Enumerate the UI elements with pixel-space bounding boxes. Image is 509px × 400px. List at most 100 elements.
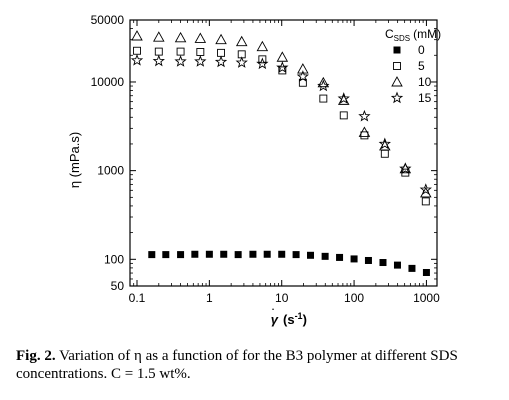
series-15 — [130, 53, 432, 195]
plot-border — [129, 19, 438, 287]
data-point — [215, 33, 227, 45]
data-point — [256, 40, 269, 52]
data-point — [220, 250, 228, 258]
legend-entry: 15 — [390, 91, 432, 105]
data-point — [276, 61, 289, 73]
data-point — [234, 251, 242, 259]
data-point — [153, 31, 165, 42]
data-point — [263, 250, 271, 258]
data-point — [380, 149, 389, 158]
legend-entry: 5 — [393, 59, 425, 73]
plot-frame — [129, 19, 438, 287]
data-point — [196, 48, 205, 56]
legend-marker — [393, 46, 401, 54]
data-point — [154, 47, 163, 56]
x-axis-label-close: ) — [303, 312, 307, 327]
y-tick-label: 50 — [111, 279, 125, 293]
data-point — [317, 76, 330, 88]
data-point — [249, 250, 257, 258]
y-axis-label: η (mPa.s) — [67, 132, 82, 188]
legend-entry: 0 — [393, 43, 425, 57]
data-point — [148, 251, 156, 259]
data-point — [336, 253, 344, 261]
data-point — [297, 63, 309, 74]
legend-title-main: C — [385, 27, 394, 41]
series-10 — [131, 30, 432, 198]
data-markers — [130, 30, 432, 276]
data-point — [337, 92, 350, 104]
legend: CSDS (mM) 0 5 10 15 — [385, 27, 441, 105]
data-point — [174, 31, 187, 43]
x-axis-label: γ (s-1) · — [271, 301, 307, 327]
data-point — [399, 162, 412, 175]
data-point — [399, 162, 412, 174]
y-tick-label: 10000 — [91, 75, 125, 89]
data-point — [191, 250, 199, 258]
data-point — [319, 94, 328, 103]
legend-marker — [391, 76, 403, 87]
data-point — [258, 55, 267, 64]
data-point — [276, 51, 289, 62]
data-point — [408, 264, 416, 272]
data-point — [422, 268, 430, 276]
x-tick-label: 0.1 — [129, 291, 146, 305]
data-point — [364, 256, 372, 264]
data-point — [360, 131, 369, 140]
x-axis-ticks: 0.1 1 10 10 0 1000 — [129, 20, 440, 305]
data-point — [235, 35, 248, 47]
svg-text:(s-1): (s-1) — [283, 311, 307, 327]
data-point — [317, 79, 330, 92]
legend-entry: 10 — [391, 75, 432, 89]
data-point — [162, 251, 170, 259]
legend-label: 0 — [418, 43, 425, 57]
legend-marker — [390, 91, 404, 104]
x-axis-label-sup: -1 — [295, 311, 303, 321]
data-point — [130, 53, 144, 66]
data-point — [350, 255, 358, 263]
y-tick-label: 100 — [104, 252, 124, 266]
data-point — [278, 250, 286, 258]
legend-marker — [393, 62, 401, 70]
data-point — [358, 126, 371, 137]
caption-figure-label: Fig. 2. — [16, 348, 56, 364]
data-point — [278, 66, 287, 75]
svg-text:γ: γ — [271, 312, 279, 327]
data-point — [217, 48, 225, 57]
legend-label: 15 — [418, 91, 432, 105]
data-point — [321, 252, 329, 260]
data-point — [177, 251, 185, 259]
data-point — [176, 47, 185, 56]
data-point — [307, 251, 315, 259]
x-axis-label-symbol: γ — [271, 312, 279, 327]
data-point — [296, 70, 310, 82]
data-point — [194, 32, 207, 43]
svg-text:CSDS(mM): CSDS (mM) — [385, 27, 441, 43]
y-tick-label: 50000 — [91, 13, 125, 27]
y-tick-label: 1000 — [97, 164, 124, 178]
data-point — [235, 56, 248, 68]
data-point — [339, 111, 348, 120]
data-point — [393, 261, 401, 269]
figure-caption: Fig. 2. Variation of η as a function of … — [16, 347, 501, 383]
data-point — [131, 30, 143, 41]
data-point — [256, 57, 269, 70]
x-tick-label: 10 — [275, 291, 289, 305]
data-point — [378, 137, 391, 150]
data-point — [205, 250, 213, 258]
legend-title-units: (mM) — [413, 27, 441, 41]
data-point — [419, 183, 432, 195]
x-axis-label-dot: · — [271, 301, 275, 316]
data-point — [152, 54, 165, 67]
x-tick-label: 1 — [206, 291, 213, 305]
data-point — [133, 46, 141, 55]
x-axis-label-units: (s — [283, 312, 295, 327]
data-point — [214, 55, 228, 68]
data-point — [174, 55, 187, 67]
caption-text: Variation of η as a function of for the … — [16, 348, 458, 382]
data-point — [292, 251, 300, 259]
data-point — [379, 259, 387, 267]
data-point — [194, 55, 207, 67]
x-tick-label: 1000 — [413, 291, 440, 305]
